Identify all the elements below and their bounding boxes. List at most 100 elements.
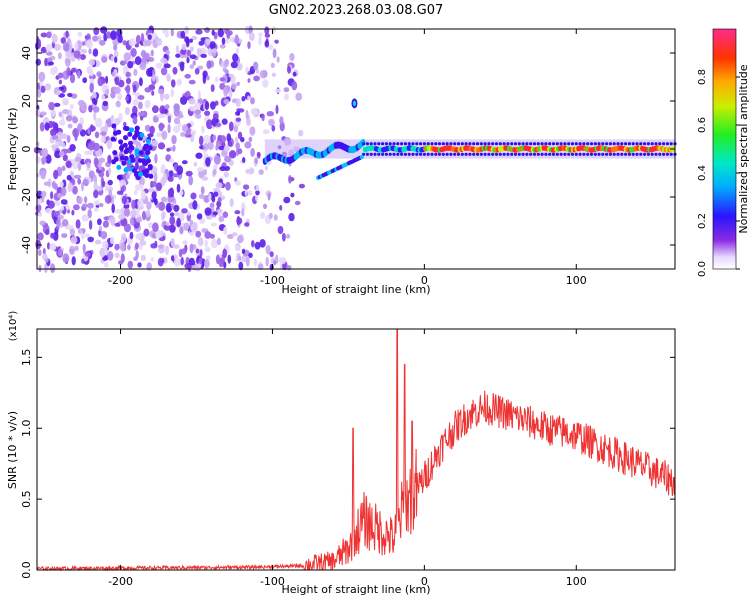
noise-blob bbox=[104, 194, 112, 204]
noise-blob bbox=[86, 66, 93, 75]
signal-edge bbox=[616, 152, 620, 156]
noise-blob bbox=[37, 199, 42, 204]
noise-blob bbox=[114, 56, 118, 63]
signal-edge bbox=[506, 152, 510, 156]
noise-blob bbox=[275, 88, 282, 93]
signal-edge bbox=[605, 152, 609, 156]
noise-blob bbox=[209, 202, 215, 209]
noise-blob bbox=[80, 101, 87, 112]
noise-blob bbox=[170, 237, 175, 248]
noise-blob bbox=[169, 158, 174, 164]
colorbar-label: Normalized spectral amplitude bbox=[737, 64, 750, 233]
noise-blob bbox=[187, 128, 192, 133]
noise-blob bbox=[205, 255, 211, 261]
signal-edge bbox=[400, 142, 404, 146]
signal-edge bbox=[483, 152, 487, 156]
noise-blob bbox=[74, 133, 78, 142]
noise-blob bbox=[238, 261, 244, 271]
noise-blob bbox=[176, 78, 182, 86]
noise-blob bbox=[158, 123, 165, 129]
noise-blob bbox=[174, 212, 180, 217]
noise-blob bbox=[154, 153, 158, 164]
signal-edge bbox=[536, 152, 540, 156]
noise-blob bbox=[134, 148, 140, 154]
noise-blob bbox=[176, 217, 181, 228]
spectrogram-ylabel: Frequency (Hz) bbox=[6, 108, 19, 191]
signal-edge bbox=[646, 152, 651, 156]
signal-edge bbox=[570, 152, 575, 156]
noise-blob bbox=[110, 136, 116, 142]
noise-blob bbox=[134, 184, 141, 191]
noise-blob bbox=[198, 40, 205, 46]
noise-blob bbox=[50, 128, 57, 137]
noise-blob bbox=[140, 190, 146, 200]
signal-edge bbox=[544, 142, 548, 146]
noise-blob bbox=[216, 208, 223, 214]
noise-blob bbox=[45, 44, 53, 52]
noise-blob bbox=[186, 49, 192, 57]
noise-blob bbox=[135, 34, 141, 45]
noise-blob bbox=[199, 249, 203, 257]
noise-blob bbox=[155, 229, 162, 239]
snr-xlabel: Height of straight line (km) bbox=[281, 583, 430, 596]
noise-blob bbox=[130, 157, 136, 163]
signal-edge bbox=[605, 142, 609, 146]
noise-blob bbox=[204, 239, 208, 248]
noise-blob bbox=[89, 82, 94, 93]
noise-blob bbox=[241, 208, 245, 217]
noise-blob bbox=[123, 155, 129, 161]
signal-edge bbox=[593, 142, 597, 146]
noise-blob bbox=[98, 165, 102, 171]
noise-blob bbox=[131, 199, 136, 210]
noise-blob bbox=[77, 31, 83, 37]
signal-edge bbox=[430, 142, 434, 146]
noise-blob bbox=[232, 232, 238, 237]
signal-edge bbox=[631, 142, 635, 146]
noise-blob bbox=[198, 257, 203, 265]
noise-blob bbox=[137, 95, 145, 100]
noise-blob bbox=[129, 154, 135, 160]
noise-blob bbox=[255, 190, 260, 196]
noise-blob bbox=[269, 263, 274, 271]
y-tick-label: 1.5 bbox=[20, 349, 33, 367]
noise-blob bbox=[223, 98, 230, 105]
noise-blob bbox=[219, 77, 226, 82]
noise-blob bbox=[184, 131, 191, 136]
signal-edge bbox=[616, 142, 620, 146]
noise-blob bbox=[203, 48, 208, 54]
noise-blob bbox=[53, 66, 58, 74]
noise-blob bbox=[135, 233, 143, 240]
noise-blob bbox=[127, 60, 134, 69]
noise-blob bbox=[276, 56, 280, 63]
noise-blob bbox=[110, 30, 117, 40]
noise-blob bbox=[47, 61, 55, 66]
noise-blob bbox=[150, 181, 157, 188]
noise-blob bbox=[202, 74, 207, 84]
noise-blob bbox=[94, 239, 102, 245]
noise-blob bbox=[212, 211, 218, 216]
noise-blob bbox=[121, 160, 127, 166]
noise-blob bbox=[146, 262, 152, 271]
noise-blob bbox=[295, 92, 303, 101]
noise-blob bbox=[206, 75, 210, 81]
colorbar-gradient bbox=[713, 29, 736, 269]
signal-edge bbox=[362, 152, 366, 156]
signal-edge bbox=[464, 152, 468, 156]
signal-edge bbox=[453, 142, 457, 146]
noise-blob bbox=[113, 50, 119, 59]
noise-blob bbox=[140, 254, 146, 262]
noise-blob bbox=[74, 156, 82, 162]
signal-edge bbox=[373, 142, 377, 146]
noise-blob bbox=[38, 71, 46, 82]
signal-edge bbox=[631, 152, 635, 156]
noise-blob bbox=[159, 105, 166, 114]
noise-blob bbox=[160, 57, 168, 64]
noise-blob bbox=[235, 244, 240, 252]
noise-blob bbox=[150, 49, 154, 57]
noise-blob bbox=[170, 203, 174, 209]
noise-blob bbox=[139, 132, 145, 138]
noise-blob bbox=[111, 203, 115, 214]
noise-blob bbox=[82, 228, 86, 234]
noise-blob bbox=[184, 73, 191, 79]
